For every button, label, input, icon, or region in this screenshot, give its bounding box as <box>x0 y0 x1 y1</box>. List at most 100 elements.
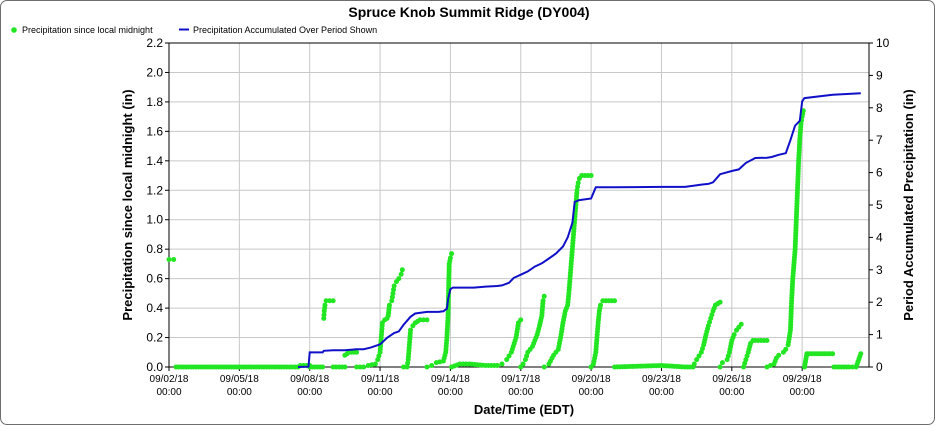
daily-precip-point <box>389 294 395 300</box>
daily-precip-point <box>408 327 414 333</box>
daily-precip-point <box>424 317 430 323</box>
daily-precip-point <box>588 173 594 179</box>
x-tick-date: 09/08/18 <box>290 374 329 385</box>
daily-precip-point <box>719 360 725 366</box>
x-tick-date: 09/20/18 <box>572 374 611 385</box>
right-tick-label: 3 <box>876 263 883 277</box>
left-axis-ticks: 0.0 0.2 0.4 0.6 0.8 1.0 1.2 1.4 1.6 1.8 2.0 2.2 <box>146 36 169 374</box>
daily-precip-point <box>858 351 864 357</box>
x-tick-date: 09/17/18 <box>501 374 540 385</box>
daily-precip-point <box>398 271 404 277</box>
daily-precip-point <box>798 121 804 127</box>
daily-precip-point <box>391 283 397 289</box>
daily-precip-point <box>830 351 836 357</box>
daily-precip-point <box>166 256 172 262</box>
daily-precipitation-series <box>166 108 864 370</box>
daily-precip-point <box>361 364 367 370</box>
x-tick-time: 00:00 <box>719 387 744 398</box>
x-tick-date: 09/14/18 <box>431 374 470 385</box>
daily-precip-point <box>342 364 348 370</box>
legend-label-accumulated: Precipitation Accumulated Over Period Sh… <box>193 25 377 35</box>
x-tick-time: 00:00 <box>438 387 463 398</box>
daily-precip-point <box>322 302 328 308</box>
x-tick-time: 00:00 <box>579 387 604 398</box>
daily-precip-point <box>401 364 407 370</box>
right-axis-label: Period Accumulated Precipitation (in) <box>901 89 916 320</box>
left-tick-label: 1.4 <box>146 154 163 168</box>
right-tick-label: 4 <box>876 230 883 244</box>
daily-precip-point <box>389 298 395 304</box>
x-tick-date: 09/26/18 <box>712 374 751 385</box>
daily-precip-point <box>506 353 512 359</box>
right-tick-label: 6 <box>876 166 883 180</box>
daily-precip-point <box>717 299 723 305</box>
daily-precip-point <box>691 361 697 367</box>
daily-precip-point <box>612 298 618 304</box>
x-tick-time: 00:00 <box>508 387 533 398</box>
x-tick-date: 09/02/18 <box>150 374 189 385</box>
daily-precip-point <box>386 302 392 308</box>
right-tick-label: 10 <box>876 36 890 50</box>
daily-precip-point <box>731 332 737 338</box>
daily-precip-point <box>520 361 526 367</box>
legend-marker-daily <box>11 27 17 33</box>
daily-precip-point <box>396 276 402 282</box>
daily-precip-point <box>424 364 430 370</box>
daily-precip-point <box>391 287 397 293</box>
left-tick-label: 1.8 <box>146 95 163 109</box>
daily-precip-point <box>541 364 547 370</box>
daily-precip-point <box>321 312 327 318</box>
x-axis-label: Date/Time (EDT) <box>474 402 574 417</box>
x-tick-time: 00:00 <box>227 387 252 398</box>
right-tick-label: 1 <box>876 328 883 342</box>
daily-precip-point <box>405 360 411 366</box>
right-tick-label: 7 <box>876 133 883 147</box>
legend-label-daily: Precipitation since local midnight <box>22 25 153 35</box>
daily-precip-point <box>354 349 360 355</box>
left-axis-label: Precipitation since local midnight (in) <box>120 89 135 320</box>
left-tick-label: 2.0 <box>146 65 163 79</box>
daily-precip-point <box>504 357 510 363</box>
daily-precip-point <box>330 298 336 304</box>
x-axis-ticks: 09/02/18 00:00 09/05/18 00:00 09/08/18 00:00 0… <box>150 367 822 398</box>
daily-precip-point <box>850 364 856 370</box>
left-tick-label: 0.4 <box>146 301 163 315</box>
x-tick-time: 00:00 <box>156 387 181 398</box>
daily-precip-point <box>846 364 852 370</box>
accumulated-precip-line <box>297 92 861 368</box>
x-tick-date: 09/23/18 <box>642 374 681 385</box>
daily-precip-point <box>357 364 363 370</box>
left-tick-label: 0.8 <box>146 242 163 256</box>
daily-precip-point <box>518 317 524 323</box>
daily-precip-point <box>597 302 603 308</box>
daily-precip-point <box>717 364 723 370</box>
daily-precip-point <box>694 357 700 363</box>
daily-precip-point <box>764 337 770 343</box>
x-tick-time: 00:00 <box>649 387 674 398</box>
daily-precip-point <box>449 251 455 257</box>
daily-precip-point <box>776 352 782 358</box>
daily-precip-point <box>541 293 547 299</box>
daily-precip-point <box>390 290 396 296</box>
daily-precip-point <box>327 298 333 304</box>
daily-precip-point <box>574 187 580 193</box>
right-tick-label: 5 <box>876 198 883 212</box>
x-tick-time: 00:00 <box>790 387 815 398</box>
daily-precip-point <box>171 256 177 262</box>
daily-precip-point <box>499 361 505 367</box>
daily-precip-point <box>575 184 581 190</box>
daily-precip-point <box>404 364 410 370</box>
left-tick-label: 1.6 <box>146 124 163 138</box>
left-tick-label: 0.0 <box>146 360 163 374</box>
x-tick-date: 09/29/18 <box>783 374 822 385</box>
right-tick-label: 2 <box>876 295 883 309</box>
x-tick-time: 00:00 <box>368 387 393 398</box>
right-tick-label: 9 <box>876 68 883 82</box>
daily-precip-point <box>320 364 326 370</box>
daily-precip-point <box>575 180 581 186</box>
daily-precip-point <box>354 364 360 370</box>
daily-precip-point <box>372 361 378 367</box>
right-axis-ticks: 0 1 2 3 4 5 6 7 8 9 10 <box>869 36 890 374</box>
daily-precip-point <box>783 346 789 352</box>
